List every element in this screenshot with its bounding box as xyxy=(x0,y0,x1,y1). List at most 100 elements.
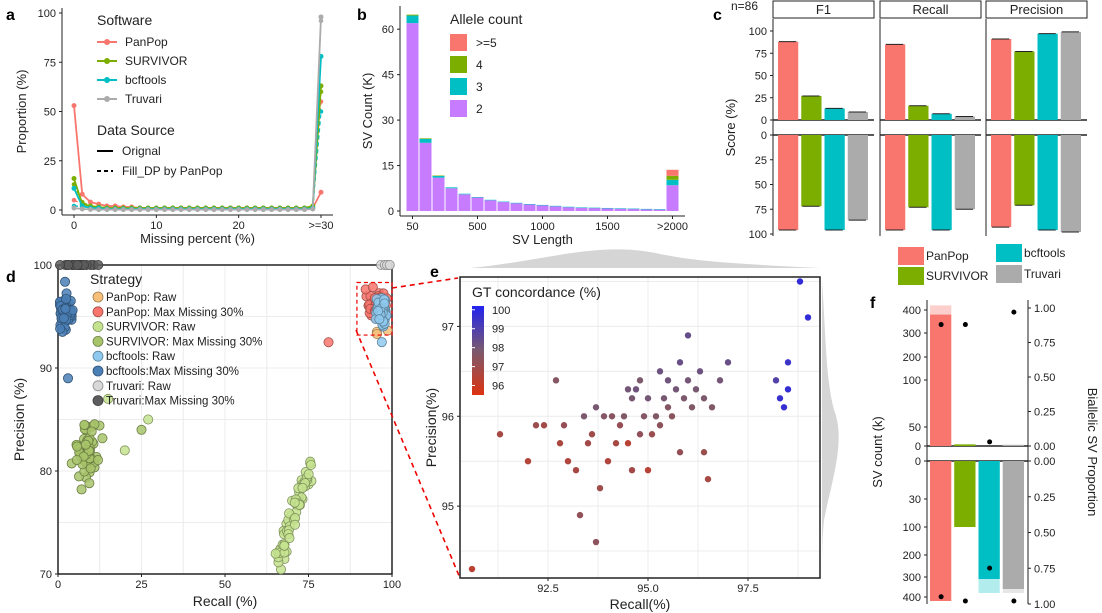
bar-segment xyxy=(445,187,458,189)
scatter-point xyxy=(86,426,97,437)
legend-label: PanPop: Max Missing 30% xyxy=(106,307,243,319)
bar-segment xyxy=(523,204,536,205)
bar-bottom xyxy=(847,135,868,221)
y-tick-label: 100 xyxy=(903,522,921,534)
y-tick-label: 70 xyxy=(40,569,52,581)
scatter-point xyxy=(600,413,608,420)
legend-title: Allele count xyxy=(450,11,522,27)
scatter-point xyxy=(684,377,692,384)
data-point xyxy=(211,207,217,213)
x-tick-label: 75 xyxy=(302,579,314,591)
data-point xyxy=(87,199,93,205)
facet-strip xyxy=(985,0,1088,19)
scatter-point xyxy=(468,565,476,573)
y-tick-label: 30 xyxy=(382,115,394,127)
data-point xyxy=(236,207,242,213)
scatter-point xyxy=(540,422,548,429)
bar-segment xyxy=(653,209,666,211)
scatter-point xyxy=(784,386,792,393)
scatter-point xyxy=(660,395,668,402)
x-tick-label: >2000 xyxy=(657,221,688,233)
bar-segment xyxy=(627,208,640,210)
legend-marker xyxy=(92,350,104,362)
y-tick-label: 0 xyxy=(761,115,767,127)
y-tick-label: 75 xyxy=(755,204,767,216)
y-tick-label: 0 xyxy=(50,205,56,217)
bar-segment xyxy=(601,207,614,209)
legend-marker xyxy=(104,77,110,83)
plot-frame xyxy=(459,276,821,579)
legend-label: Orignal xyxy=(122,144,161,158)
scatter-point xyxy=(708,404,716,411)
data-point xyxy=(129,207,135,213)
bar-segment xyxy=(549,205,562,207)
data-point xyxy=(285,207,291,213)
x-axis-title: Missing percent (%) xyxy=(140,231,255,246)
scatter-point xyxy=(552,377,560,384)
data-point xyxy=(153,207,159,213)
scatter-point xyxy=(676,449,684,456)
bar-segment xyxy=(562,206,575,208)
y-tick-label-right: 0.75 xyxy=(1034,338,1055,350)
bar-top xyxy=(1060,31,1081,120)
bar-segment xyxy=(419,138,432,143)
scatter-point xyxy=(592,404,600,411)
x-tick-label: 92.5 xyxy=(537,583,558,595)
bar-segment xyxy=(666,169,679,176)
scatter-point xyxy=(371,329,382,340)
bar-top xyxy=(908,105,929,120)
scatter-point xyxy=(84,478,95,489)
data-point xyxy=(145,207,151,213)
bar-segment xyxy=(484,200,497,211)
bar-segment xyxy=(458,194,471,211)
series-line xyxy=(73,105,322,209)
scatter-point xyxy=(72,259,83,270)
bar-segment xyxy=(471,197,484,198)
y-tick-label: 100 xyxy=(903,375,921,387)
y-tick-label-right: 0.25 xyxy=(1034,407,1055,419)
y-tick-label: 25 xyxy=(755,93,767,105)
bar-top xyxy=(954,444,976,446)
colorbar-tick-label: 96 xyxy=(492,381,504,393)
scatter-point xyxy=(624,440,632,447)
legend-label: bcftools xyxy=(1024,246,1065,260)
scatter-point xyxy=(624,386,632,393)
legend-label: SURVIVOR xyxy=(125,54,188,68)
scatter-point xyxy=(628,466,636,474)
bar-top xyxy=(801,95,822,120)
scatter-point xyxy=(608,413,616,420)
bar-bottom xyxy=(954,135,975,210)
scatter-point xyxy=(374,314,385,325)
legend-title: Data Source xyxy=(97,122,175,138)
legend-label: bcftools: Raw xyxy=(106,351,176,363)
scatter-point xyxy=(572,466,580,474)
data-point xyxy=(252,207,258,213)
bar-segment xyxy=(575,207,588,208)
bar-top xyxy=(1002,444,1024,446)
scatter-point xyxy=(636,431,644,438)
data-point xyxy=(310,206,316,212)
bar-segment xyxy=(523,204,536,211)
legend-swatch xyxy=(996,265,1022,283)
bar-bottom xyxy=(991,135,1012,228)
scatter-point xyxy=(620,413,628,420)
scatter-point xyxy=(644,395,652,402)
bar-segment xyxy=(419,138,432,139)
y-axis-title-right: Biallelic SV Proportion xyxy=(1085,388,1100,517)
y-tick-label: 60 xyxy=(382,24,394,36)
bar-segment xyxy=(666,175,679,180)
data-point xyxy=(293,207,299,213)
y-tick-label: 90 xyxy=(40,363,52,375)
panel-label-d: d xyxy=(6,269,16,286)
scatter-point xyxy=(297,482,308,493)
y-tick-label: 96 xyxy=(442,411,454,423)
bar-bottom xyxy=(908,135,929,208)
series-line-dashed xyxy=(73,91,322,209)
scatter-point xyxy=(776,395,784,402)
scatter-point xyxy=(284,533,295,544)
legend-title: Software xyxy=(97,12,152,28)
bar-bottom xyxy=(801,135,822,207)
scatter-point xyxy=(63,373,74,384)
scatter-point xyxy=(136,424,147,435)
scatter-point xyxy=(279,540,290,551)
